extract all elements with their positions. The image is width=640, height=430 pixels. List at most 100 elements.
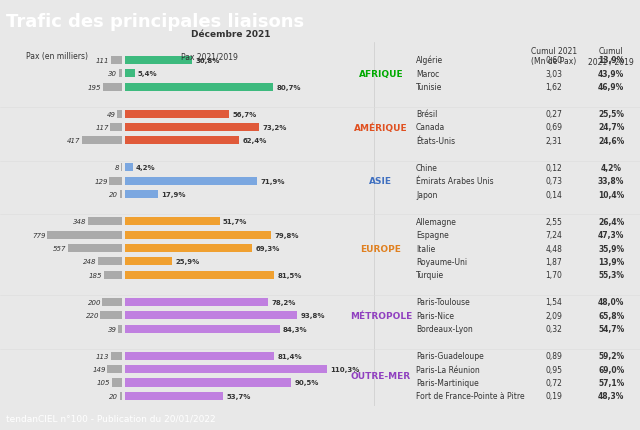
Text: Canada: Canada: [416, 123, 445, 132]
Text: 195: 195: [88, 84, 102, 90]
Text: Royaume-Uni: Royaume-Uni: [416, 258, 467, 266]
Text: Brésil: Brésil: [416, 110, 437, 119]
Text: 0,69: 0,69: [545, 123, 562, 132]
Text: 36,8%: 36,8%: [196, 58, 220, 64]
Text: 71,9%: 71,9%: [260, 178, 285, 184]
FancyBboxPatch shape: [111, 378, 122, 387]
Text: 17,9%: 17,9%: [161, 192, 186, 198]
FancyBboxPatch shape: [125, 57, 193, 64]
Text: 79,8%: 79,8%: [275, 232, 299, 238]
FancyBboxPatch shape: [120, 191, 122, 199]
Text: 81,5%: 81,5%: [278, 272, 302, 278]
FancyBboxPatch shape: [125, 70, 134, 78]
Text: 39: 39: [108, 326, 116, 332]
FancyBboxPatch shape: [117, 110, 122, 118]
FancyBboxPatch shape: [125, 218, 220, 226]
Text: 417: 417: [67, 138, 80, 144]
Text: Paris-Nice: Paris-Nice: [416, 311, 454, 320]
Text: MÉTROPOLE: MÉTROPOLE: [349, 311, 412, 320]
Text: 73,2%: 73,2%: [262, 125, 287, 131]
Text: 0,95: 0,95: [545, 365, 562, 374]
Text: Paris-Toulouse: Paris-Toulouse: [416, 298, 470, 307]
Text: Chine: Chine: [416, 163, 438, 172]
FancyBboxPatch shape: [98, 258, 122, 266]
Text: Paris-Guadeloupe: Paris-Guadeloupe: [416, 351, 484, 360]
Text: 557: 557: [53, 246, 67, 252]
FancyBboxPatch shape: [125, 258, 172, 266]
Text: Décembre 2021: Décembre 2021: [191, 31, 270, 40]
FancyBboxPatch shape: [108, 365, 122, 373]
Text: ASIE: ASIE: [369, 177, 392, 186]
FancyBboxPatch shape: [118, 70, 122, 78]
Text: 1,87: 1,87: [545, 258, 562, 266]
Text: 2,31: 2,31: [545, 137, 562, 146]
Text: 43,9%: 43,9%: [598, 70, 625, 79]
Text: 129: 129: [95, 178, 108, 184]
Text: 48,3%: 48,3%: [598, 392, 625, 400]
Text: EUROPE: EUROPE: [360, 244, 401, 253]
FancyBboxPatch shape: [111, 352, 122, 360]
FancyBboxPatch shape: [125, 177, 257, 185]
Text: tendanCIEL n°100 - Publication du 20/01/2022: tendanCIEL n°100 - Publication du 20/01/…: [6, 414, 216, 423]
FancyBboxPatch shape: [88, 218, 122, 226]
Text: 200: 200: [88, 299, 101, 305]
FancyBboxPatch shape: [125, 311, 297, 319]
Text: Japon: Japon: [416, 190, 437, 199]
FancyBboxPatch shape: [111, 57, 122, 64]
Text: 0,19: 0,19: [545, 392, 562, 400]
Text: Fort de France-Pointe à Pitre: Fort de France-Pointe à Pitre: [416, 392, 525, 400]
FancyBboxPatch shape: [125, 231, 271, 239]
Text: 1,62: 1,62: [545, 83, 562, 92]
Text: Paris-La Réunion: Paris-La Réunion: [416, 365, 480, 374]
Text: 2,09: 2,09: [545, 311, 562, 320]
Text: AMÉRIQUE: AMÉRIQUE: [354, 123, 408, 132]
Text: 59,2%: 59,2%: [598, 351, 624, 360]
FancyBboxPatch shape: [125, 137, 239, 145]
Text: 8: 8: [115, 165, 120, 171]
Text: 90,5%: 90,5%: [294, 380, 319, 386]
Text: 248: 248: [83, 259, 97, 265]
Text: 0,32: 0,32: [545, 325, 562, 333]
FancyBboxPatch shape: [110, 124, 122, 132]
Text: 30: 30: [108, 71, 117, 77]
Text: 56,7%: 56,7%: [232, 111, 257, 117]
Text: 3,03: 3,03: [545, 70, 562, 79]
Text: AFRIQUE: AFRIQUE: [358, 70, 403, 79]
FancyBboxPatch shape: [102, 298, 122, 306]
Text: 65,8%: 65,8%: [598, 311, 625, 320]
FancyBboxPatch shape: [104, 271, 122, 280]
FancyBboxPatch shape: [125, 110, 229, 118]
FancyBboxPatch shape: [125, 271, 275, 280]
Text: 117: 117: [95, 125, 109, 131]
FancyBboxPatch shape: [100, 311, 122, 319]
Text: 105: 105: [97, 380, 110, 386]
FancyBboxPatch shape: [125, 325, 280, 333]
Text: Pax 2021/2019: Pax 2021/2019: [181, 52, 237, 61]
FancyBboxPatch shape: [121, 164, 122, 172]
Text: 69,3%: 69,3%: [255, 246, 280, 252]
Text: 69,0%: 69,0%: [598, 365, 625, 374]
Text: Algérie: Algérie: [416, 56, 443, 65]
FancyBboxPatch shape: [103, 83, 122, 92]
Text: Espagne: Espagne: [416, 230, 449, 240]
Text: 26,4%: 26,4%: [598, 217, 625, 226]
Text: 93,8%: 93,8%: [300, 313, 324, 319]
Text: 24,6%: 24,6%: [598, 137, 625, 146]
Text: 54,7%: 54,7%: [598, 325, 625, 333]
Text: 53,7%: 53,7%: [227, 393, 251, 399]
FancyBboxPatch shape: [125, 244, 252, 252]
Text: 35,9%: 35,9%: [598, 244, 624, 253]
Text: 220: 220: [86, 313, 99, 319]
FancyBboxPatch shape: [125, 392, 223, 400]
Text: 0,60: 0,60: [545, 56, 562, 65]
Text: 0,73: 0,73: [545, 177, 562, 186]
Text: 20: 20: [109, 393, 118, 399]
Text: 0,72: 0,72: [545, 378, 562, 387]
FancyBboxPatch shape: [125, 378, 291, 387]
Text: 10,4%: 10,4%: [598, 190, 625, 199]
Text: Cumul 2021
(Mn de Pax): Cumul 2021 (Mn de Pax): [531, 46, 577, 66]
Text: 33,8%: 33,8%: [598, 177, 625, 186]
Text: 111: 111: [96, 58, 109, 64]
Text: 4,48: 4,48: [545, 244, 562, 253]
Text: Trafic des principales liaisons: Trafic des principales liaisons: [6, 12, 305, 31]
